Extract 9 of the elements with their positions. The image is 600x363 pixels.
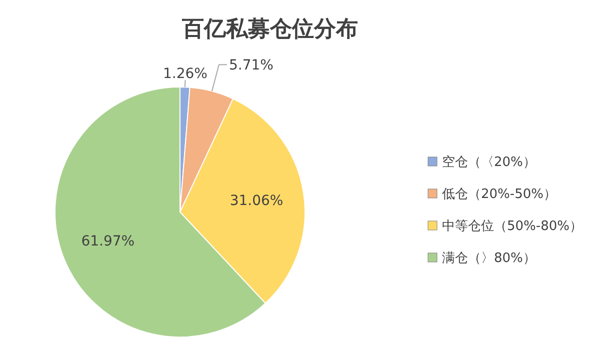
legend-label: 满仓（〉80%） [442, 251, 536, 266]
legend-label: 低仓（20%-50%） [442, 187, 556, 202]
legend-label: 中等仓位（50%-80%） [442, 219, 582, 234]
data-label: 5.71% [228, 58, 274, 74]
legend-label: 空仓（〈20%） [442, 155, 536, 170]
chart-title: 百亿私募仓位分布 [181, 17, 358, 42]
data-label: 1.26% [162, 66, 208, 82]
data-label: 31.06% [230, 192, 284, 209]
data-label: 61.97% [81, 233, 135, 250]
